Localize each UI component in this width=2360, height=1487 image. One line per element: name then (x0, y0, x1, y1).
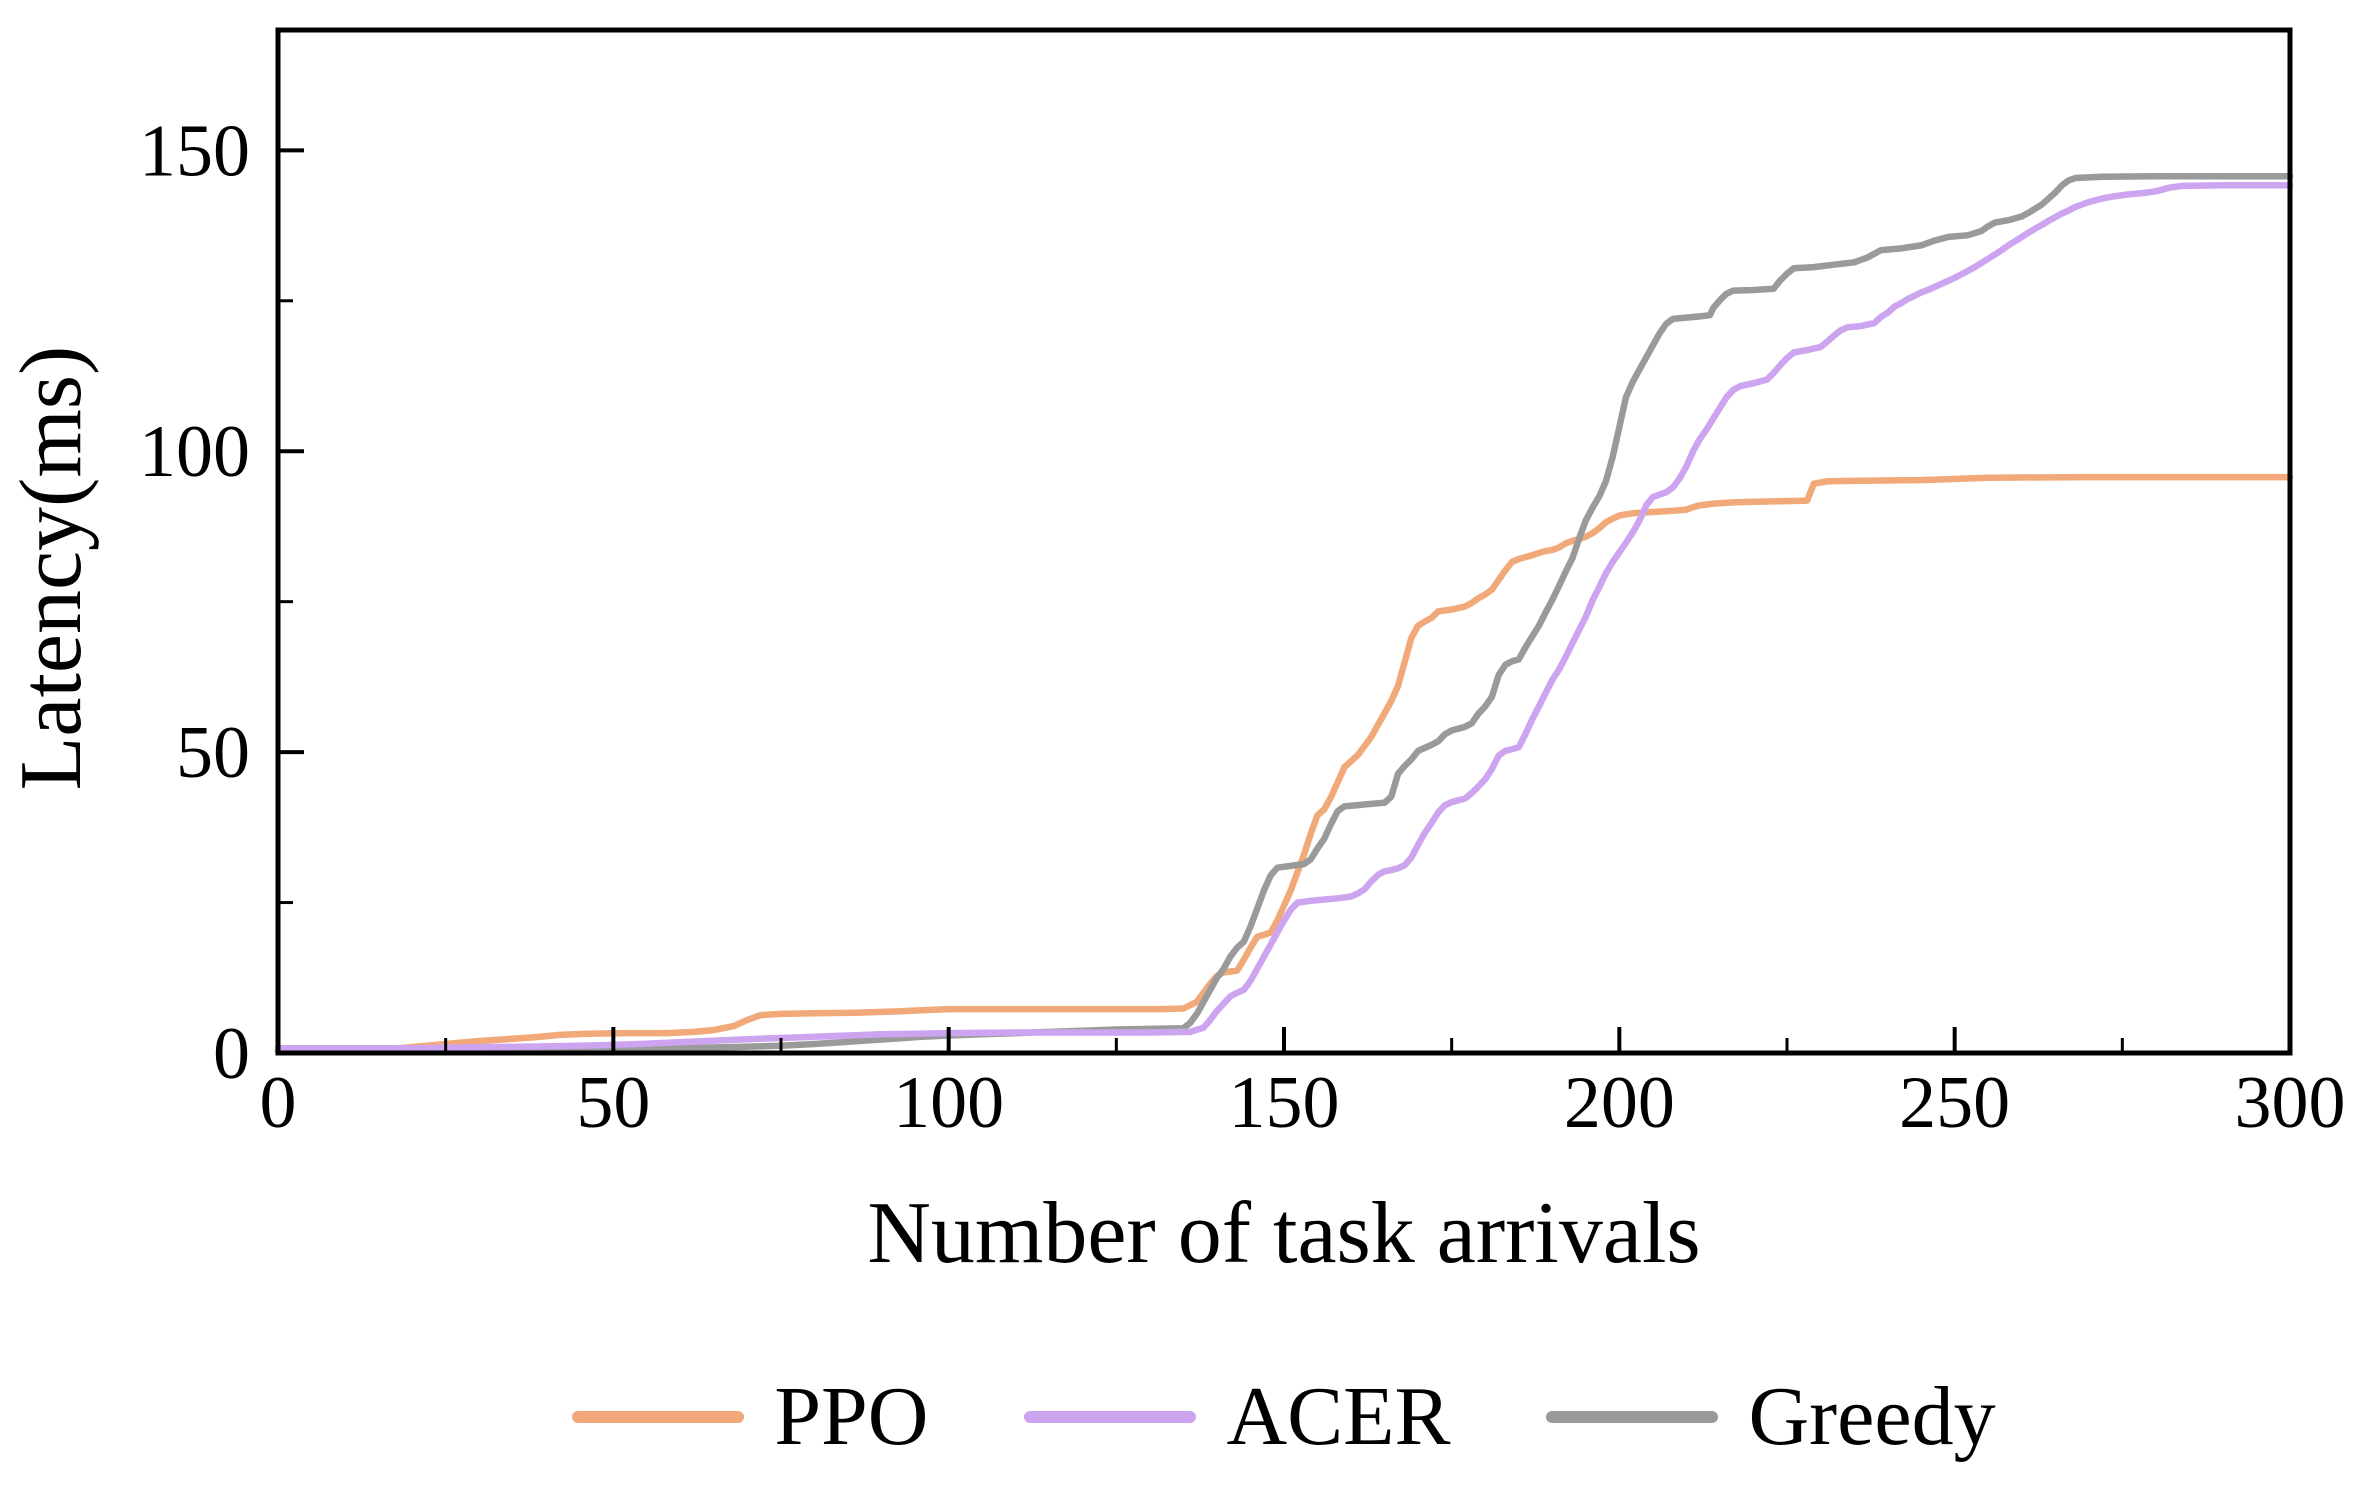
legend-item-acer: ACER (1024, 1375, 1450, 1459)
legend-label-ppo: PPO (774, 1370, 929, 1463)
x-tick-label: 250 (1899, 1062, 2010, 1144)
y-axis-label: Latency(ms) (3, 346, 100, 791)
x-tick-label: 100 (893, 1062, 1004, 1144)
acer-line (274, 182, 2294, 1052)
ppo-legend-swatch (572, 1411, 745, 1423)
x-tick-label: 150 (1229, 1062, 1340, 1144)
legend-item-ppo: PPO (572, 1375, 928, 1459)
greedy-legend-swatch (1546, 1411, 1719, 1423)
y-tick-label: 50 (176, 712, 250, 794)
x-tick-label: 200 (1564, 1062, 1675, 1144)
x-axis-label: Number of task arrivals (867, 1185, 1700, 1282)
x-tick-label: 50 (576, 1062, 650, 1144)
acer-legend-swatch (1024, 1411, 1197, 1423)
y-tick-label: 150 (139, 110, 250, 192)
y-axis-tick-labels: 0 50 100 150 (139, 110, 250, 1095)
series-group (274, 172, 2294, 1055)
x-tick-label: 0 (260, 1062, 297, 1144)
x-axis-tick-labels: 0 50 100 150 200 250 300 (260, 1062, 2346, 1144)
x-tick-label: 300 (2235, 1062, 2346, 1144)
x-axis-ticks (276, 1027, 2292, 1053)
y-tick-label: 100 (139, 411, 250, 493)
legend-label-greedy: Greedy (1748, 1370, 1996, 1463)
legend-label-acer: ACER (1226, 1370, 1451, 1463)
legend: PPO ACER Greedy (278, 1352, 2290, 1482)
greedy-line (274, 172, 2294, 1055)
legend-item-greedy: Greedy (1546, 1370, 1996, 1463)
y-axis-ticks (278, 148, 304, 1055)
ppo-line (274, 473, 2294, 1054)
y-tick-label: 0 (213, 1013, 250, 1095)
